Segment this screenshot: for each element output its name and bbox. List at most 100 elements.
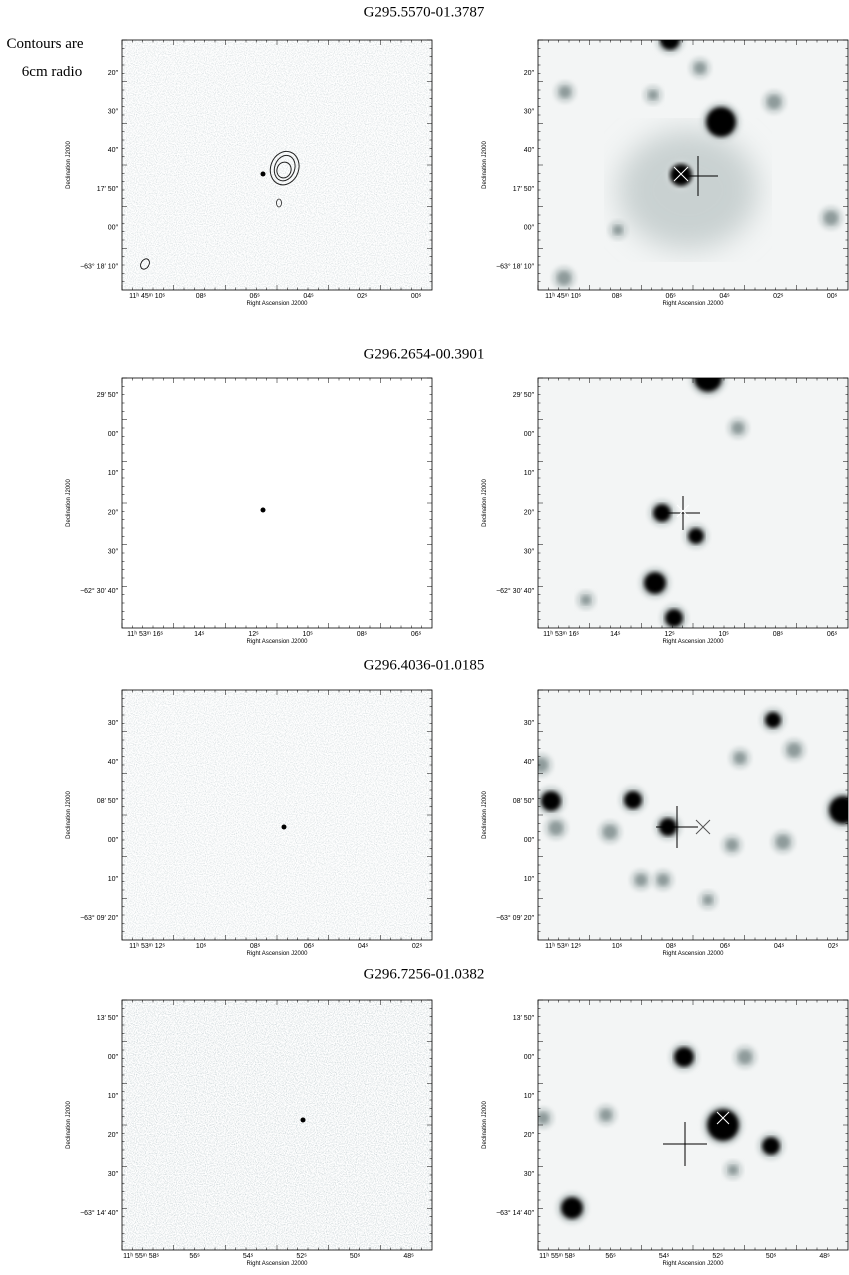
x-tick-label: 50ˢ: [350, 1253, 361, 1260]
panel: 29′ 50″ 00″ 10″ 20″ 30″ −62° 30′ 40″ 11ʰ 53ᵐ 1…: [66, 377, 433, 645]
axis-tick: [122, 690, 432, 940]
star: [538, 758, 548, 772]
panel: 30″ 40″ 08′ 50″ 00″ 10″ −63° 09′ 20″ 11ʰ 53ᵐ 1…: [66, 689, 433, 957]
star: [726, 839, 738, 851]
y-tick-label: 29′ 50″: [513, 392, 535, 399]
image: [122, 690, 432, 940]
x-tick-label: 04ˢ: [719, 293, 730, 300]
axis-tick: [538, 378, 848, 628]
axis-tick: [122, 690, 432, 940]
background: [538, 378, 848, 628]
y-tick-label: 40″: [524, 147, 535, 154]
star: [644, 572, 666, 594]
axis-tick: [538, 690, 848, 940]
axis-tick: [122, 40, 432, 290]
axis-tick: [538, 1000, 848, 1250]
axis-tick: [122, 690, 432, 940]
axis-tick: [537, 39, 848, 290]
axis-tick: [538, 690, 848, 940]
axis-tick: [122, 40, 432, 290]
axis-tick: [538, 40, 848, 290]
background: [122, 378, 432, 628]
y-axis-label: Declination J2000: [66, 1100, 72, 1148]
axis-tick: [538, 690, 848, 940]
x-marker: [695, 819, 711, 835]
x-axis-label: Right Ascension J2000: [662, 1261, 724, 1267]
axis-tick: [122, 378, 432, 628]
axis-tick: [537, 999, 848, 1250]
y-tick-label: 00″: [108, 1054, 119, 1061]
x-tick-label: 12ˢ: [664, 631, 675, 638]
axis-tick: [122, 1000, 432, 1250]
star: [732, 422, 744, 434]
axis-tick: [538, 378, 848, 628]
x-tick-label: 06ˢ: [250, 293, 261, 300]
axis-tick: [537, 377, 848, 628]
y-tick-label: 00″: [524, 1054, 535, 1061]
axis-tick: [122, 378, 432, 628]
axis-tick: [538, 378, 848, 628]
axis-tick: [122, 378, 432, 628]
axis-tick: [122, 40, 432, 290]
y-tick-label: 30″: [524, 109, 535, 116]
axis-tick: [122, 378, 432, 628]
axis-tick: [122, 1000, 432, 1250]
background: [538, 1000, 848, 1250]
y-tick-label: 10″: [108, 1093, 119, 1100]
y-tick-label: 20″: [108, 1132, 119, 1139]
axis-tick: [538, 1000, 848, 1250]
axis-tick: [122, 40, 432, 290]
y-tick-label: −63° 14′ 40″: [80, 1209, 118, 1217]
axis-tick: [538, 40, 848, 290]
axis-tick: [122, 378, 432, 628]
axis-tick: [122, 1000, 432, 1250]
image: [538, 1000, 848, 1250]
axis-tick: [122, 1000, 432, 1250]
y-tick-label: 00″: [524, 837, 535, 844]
axis-tick: [122, 378, 432, 628]
axis-tick: [122, 690, 432, 940]
axis-tick: [538, 1000, 848, 1250]
axis-tick: [122, 1000, 432, 1250]
axis-tick: [122, 40, 432, 290]
star: [603, 825, 617, 839]
axis-tick: [122, 378, 432, 628]
y-tick-label: 13′ 50″: [97, 1015, 119, 1022]
axis-tick: [122, 690, 432, 940]
x-tick-label: 14ˢ: [194, 631, 205, 638]
x-tick-label: 06ˢ: [720, 943, 731, 950]
axis-tick: [538, 690, 848, 940]
star: [670, 164, 692, 186]
axis-tick: [538, 1000, 848, 1250]
x-tick-label: 56ˢ: [189, 1253, 200, 1260]
axis-tick: [121, 689, 432, 940]
y-tick-label: 10″: [108, 470, 119, 477]
axis-tick: [538, 690, 848, 940]
y-axis-label: Declination J2000: [66, 478, 72, 526]
y-tick-label: 13′ 50″: [513, 1015, 535, 1022]
axis-tick: [538, 1000, 848, 1250]
y-tick-label: 30″: [108, 1171, 119, 1178]
axis-tick: [122, 40, 432, 290]
axis-tick: [122, 40, 432, 290]
axis-tick: [121, 377, 432, 628]
axis-tick: [122, 40, 432, 290]
plus-marker: [656, 806, 698, 848]
y-tick-label: −63° 09′ 20″: [496, 914, 534, 922]
beam: [140, 258, 150, 270]
axis-tick: [538, 378, 848, 628]
background: [538, 690, 848, 940]
y-axis-label: Declination J2000: [482, 478, 488, 526]
axis-tick: [122, 378, 432, 628]
axis-tick: [122, 1000, 432, 1250]
star: [707, 1109, 739, 1141]
axis-tick: [538, 1000, 848, 1250]
star: [538, 1112, 549, 1124]
axis-tick: [538, 40, 848, 290]
panel: 29′ 50″ 00″ 10″ 20″ 30″ −62° 30′ 40″ 11ʰ 53ᵐ 1…: [482, 377, 849, 645]
axis-tick: [538, 40, 848, 290]
y-tick-label: 29′ 50″: [97, 392, 119, 399]
axis-tick: [538, 690, 848, 940]
axis-tick: [122, 40, 432, 290]
axis-tick: [122, 378, 432, 628]
